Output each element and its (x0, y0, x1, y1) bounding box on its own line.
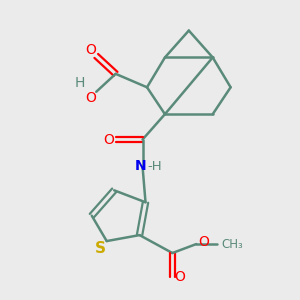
Text: O: O (174, 270, 185, 284)
Text: O: O (85, 91, 96, 105)
Text: H: H (75, 76, 85, 90)
Text: -H: -H (148, 160, 162, 173)
Text: O: O (198, 235, 209, 249)
Text: S: S (95, 241, 106, 256)
Text: O: O (103, 133, 114, 146)
Text: N: N (134, 159, 146, 173)
Text: O: O (85, 43, 96, 57)
Text: CH₃: CH₃ (221, 238, 243, 250)
